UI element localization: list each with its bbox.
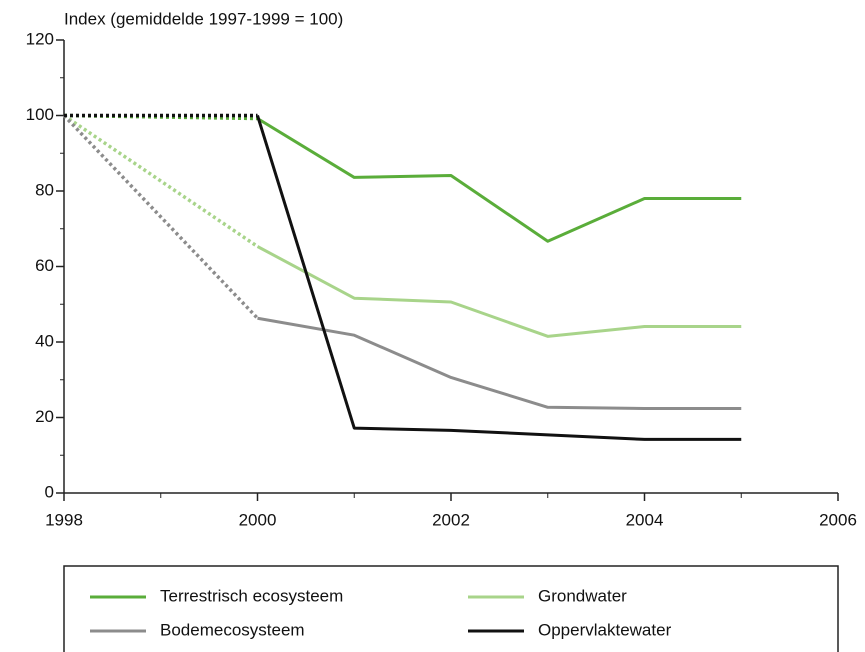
x-tick-label: 2006 (819, 510, 857, 529)
legend-box (63, 565, 839, 652)
series-line (256, 117, 742, 243)
y-tick-label: 120 (26, 29, 54, 48)
series-line-dotted (62, 114, 259, 320)
legend-label: Oppervlaktewater (538, 620, 672, 639)
series-line-dotted (63, 114, 259, 248)
y-tick-label: 40 (35, 331, 54, 350)
y-tick-label: 0 (45, 482, 54, 501)
chart-title: Index (gemiddelde 1997-1999 = 100) (64, 9, 343, 28)
series-line (256, 115, 742, 441)
legend-label: Bodemecosysteem (160, 620, 305, 639)
x-tick-label: 1998 (45, 510, 83, 529)
legend-label: Grondwater (538, 586, 627, 605)
x-tick-label: 2004 (626, 510, 664, 529)
legend-label: Terrestrisch ecosysteem (160, 586, 343, 605)
y-tick-label: 20 (35, 407, 54, 426)
series-line (257, 316, 742, 410)
series-line (256, 245, 742, 338)
x-tick-label: 2000 (239, 510, 277, 529)
y-tick-label: 60 (35, 256, 54, 275)
x-tick-label: 2002 (432, 510, 470, 529)
y-tick-label: 80 (35, 180, 54, 199)
y-tick-label: 100 (26, 105, 54, 124)
